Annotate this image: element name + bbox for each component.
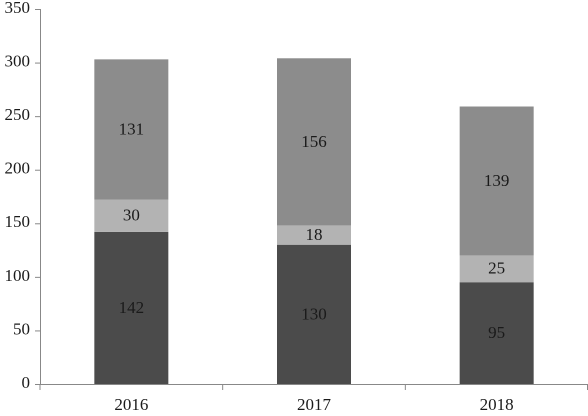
bar-segment — [277, 244, 351, 384]
bar-segment — [277, 58, 351, 226]
data-label: 131 — [119, 119, 145, 138]
y-tick-label: 50 — [13, 319, 30, 338]
data-label: 18 — [306, 225, 323, 244]
bar-segment — [94, 199, 169, 232]
data-label: 156 — [301, 132, 327, 151]
y-tick-label: 100 — [5, 266, 31, 285]
y-tick-label: 200 — [5, 159, 31, 178]
bar-segment — [459, 106, 534, 256]
data-label: 30 — [123, 206, 140, 225]
bar-segment — [277, 225, 351, 245]
x-tick-label: 2016 — [114, 395, 148, 414]
data-label: 25 — [488, 259, 505, 278]
bar-segment — [94, 59, 169, 200]
data-label: 142 — [119, 298, 145, 317]
y-tick-label: 350 — [5, 0, 31, 17]
data-label: 95 — [488, 323, 505, 342]
bar-segment — [459, 255, 534, 283]
y-tick-label: 150 — [5, 212, 31, 231]
x-tick-label: 2018 — [480, 395, 514, 414]
bar-segment — [94, 231, 169, 384]
y-tick-label: 0 — [22, 373, 31, 392]
data-label: 130 — [301, 304, 327, 323]
bar-segment — [459, 282, 534, 384]
data-label: 139 — [484, 171, 510, 190]
x-tick-label: 2017 — [297, 395, 332, 414]
y-tick-label: 300 — [5, 51, 31, 70]
y-tick-label: 250 — [5, 105, 31, 124]
